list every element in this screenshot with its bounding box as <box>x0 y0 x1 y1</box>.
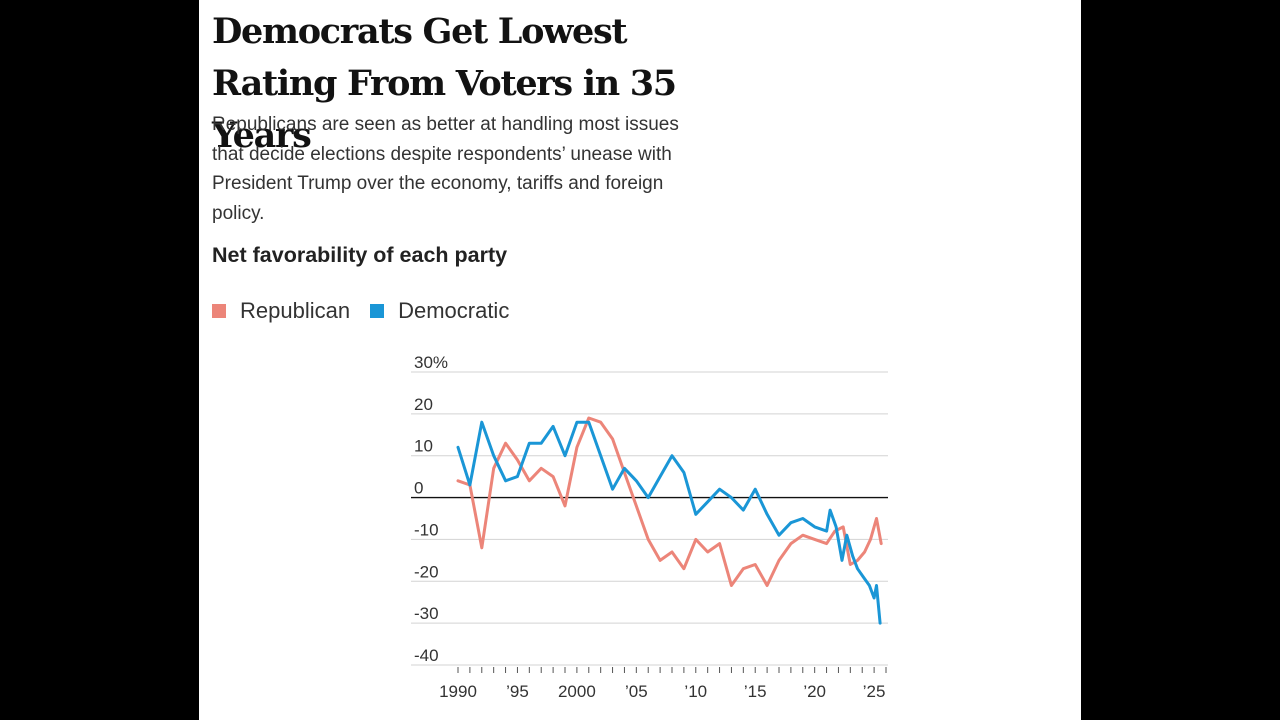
y-tick-label: 30% <box>414 353 448 372</box>
x-tick-label: ’95 <box>506 682 529 701</box>
y-tick-label: -10 <box>414 520 439 539</box>
y-tick-label: -20 <box>414 562 439 581</box>
x-tick-label: ’15 <box>744 682 767 701</box>
y-tick-label: 20 <box>414 395 433 414</box>
dek: Republicans are seen as better at handli… <box>212 114 679 224</box>
y-tick-label: -30 <box>414 604 439 623</box>
x-tick-label: 2000 <box>558 682 596 701</box>
legend-label-democratic: Democratic <box>398 298 510 323</box>
chart-heading: Net favorability of each party <box>212 243 508 267</box>
y-tick-label: 10 <box>414 437 433 456</box>
y-tick-label: 0 <box>414 479 423 498</box>
legend-swatch-republican <box>212 304 226 318</box>
series-line-democratic <box>456 420 882 625</box>
x-tick-label: ’20 <box>803 682 826 701</box>
x-tick-label: 1990 <box>439 682 477 701</box>
legend-swatch-democratic <box>370 304 385 318</box>
series-line-republican <box>456 416 883 587</box>
x-tick-label: ’05 <box>625 682 648 701</box>
chart-panel <box>199 0 1081 720</box>
legend-item-democratic: Democratic <box>370 298 509 324</box>
legend-label-republican: Republican <box>240 298 351 323</box>
x-tick-label: ’25 <box>863 682 886 701</box>
legend: Republican Democratic <box>212 298 529 324</box>
y-tick-label: -40 <box>414 646 439 665</box>
headline: Democrats Get Lowest Rating From Voters … <box>212 11 677 156</box>
legend-item-republican: Republican <box>212 298 350 324</box>
x-tick-label: ’10 <box>684 682 707 701</box>
